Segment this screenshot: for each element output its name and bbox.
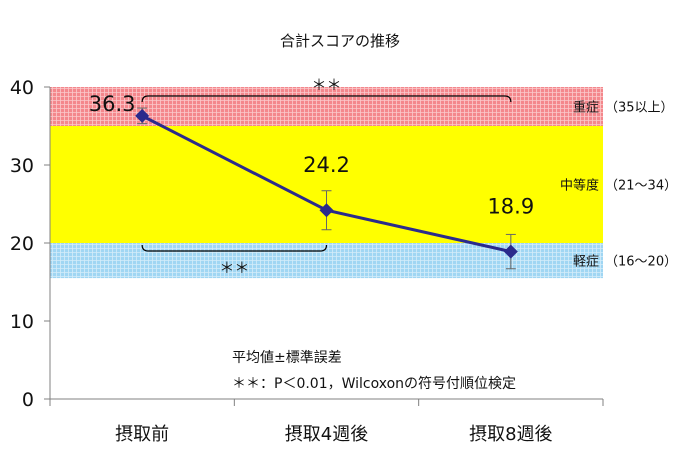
band-range-2: （16～20） — [605, 255, 677, 270]
x-tick-label: 摂取4週後 — [285, 424, 368, 445]
y-tick-label: 20 — [10, 233, 34, 255]
significance-label: ＊＊ — [219, 259, 249, 277]
x-tick-label: 摂取前 — [115, 424, 169, 445]
band-range-1: （21～34） — [605, 179, 677, 194]
significance-brackets: ＊＊ ＊＊ — [141, 76, 512, 277]
chart-title: 合計スコアの推移 — [280, 32, 400, 50]
y-tick-label: 40 — [10, 77, 34, 99]
data-label: 24.2 — [303, 153, 350, 177]
note-error-bars: 平均値±標準誤差 — [232, 350, 342, 366]
series-layer: 36.3 24.2 18.9 — [89, 92, 534, 270]
band-label-0: 重症 — [573, 100, 599, 116]
band-label-1: 中等度 — [560, 178, 599, 194]
data-label: 36.3 — [89, 92, 136, 116]
x-tick-label: 摂取8週後 — [469, 424, 552, 445]
data-label: 18.9 — [487, 195, 534, 219]
y-tick-label: 10 — [10, 311, 34, 333]
axes: 0 10 20 30 40 摂取前 摂取4週後 摂取8週後 — [10, 77, 604, 445]
significance-label: ＊＊ — [311, 76, 341, 94]
band-label-2: 軽症 — [573, 255, 599, 270]
band-range-0: （35以上） — [605, 101, 674, 116]
y-tick-label: 30 — [10, 155, 34, 177]
note-significance-test: ＊＊：P＜0.01，Wilcoxonの符号付順位検定 — [232, 376, 516, 392]
severity-bands: 重症 （35以上） 中等度 （21～34） 軽症 （16～20） — [50, 87, 677, 279]
significance-bracket — [141, 95, 512, 103]
y-tick-label: 0 — [22, 389, 34, 411]
data-point — [135, 108, 150, 123]
data-point — [319, 203, 334, 218]
data-point — [503, 244, 518, 259]
significance-bracket — [141, 244, 328, 252]
